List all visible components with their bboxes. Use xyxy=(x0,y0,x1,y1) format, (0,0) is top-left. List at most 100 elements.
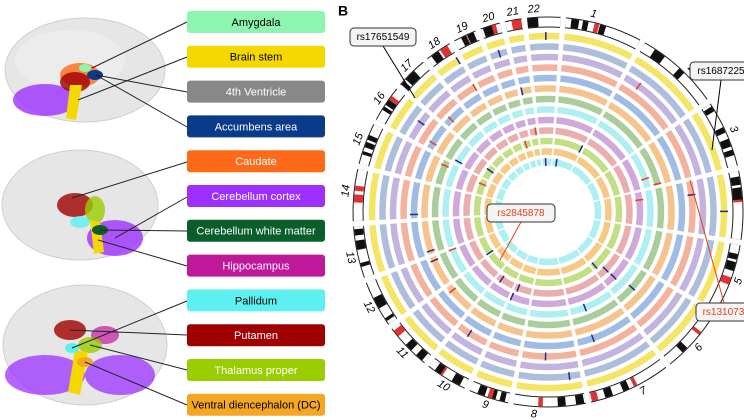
ideogram-band xyxy=(511,19,521,30)
track-ring xyxy=(435,159,450,185)
track-ring xyxy=(636,286,674,328)
track-ring xyxy=(488,341,520,357)
track-ring xyxy=(527,117,536,126)
track-ring xyxy=(610,264,638,295)
ideogram-band xyxy=(434,362,446,375)
track-ring xyxy=(507,133,519,144)
track-ring xyxy=(674,124,702,176)
track-ring xyxy=(499,163,512,175)
track-hit xyxy=(628,284,636,291)
track-ring xyxy=(576,156,601,180)
ideogram-band xyxy=(382,106,393,115)
track-ring xyxy=(400,179,411,219)
ideogram-band xyxy=(373,293,385,304)
track-ring xyxy=(410,181,421,219)
track-ring xyxy=(532,288,565,297)
track-ring xyxy=(384,136,404,172)
track-ring xyxy=(390,223,406,266)
ideogram-band xyxy=(570,18,580,29)
ideogram-band xyxy=(385,313,395,322)
track-ring xyxy=(571,165,592,186)
track-ring xyxy=(529,43,559,51)
track-ring xyxy=(451,332,484,356)
track-ring xyxy=(628,65,686,119)
track-ring xyxy=(581,147,609,173)
track-ring xyxy=(505,239,519,254)
track-ring xyxy=(477,74,496,89)
track-ring xyxy=(556,117,594,134)
track-ring xyxy=(404,315,439,351)
region-box xyxy=(187,45,325,68)
region-box xyxy=(187,289,325,312)
track-hit xyxy=(498,275,505,283)
region-label: Thalamus proper xyxy=(214,365,297,377)
track-ring xyxy=(445,138,463,161)
track-ring xyxy=(463,193,472,216)
ideogram-band xyxy=(589,391,599,402)
track-ring xyxy=(558,96,603,116)
track-ring xyxy=(486,183,497,198)
track-ring xyxy=(597,221,611,245)
ideogram-band xyxy=(703,106,715,116)
track-ring xyxy=(498,228,510,243)
brain-view-1 xyxy=(4,17,166,123)
ideogram-band xyxy=(597,24,607,35)
ideogram-band xyxy=(360,260,371,267)
track-ring xyxy=(436,131,455,156)
track-ring xyxy=(529,160,537,169)
region-box xyxy=(187,185,325,207)
track-hit xyxy=(497,49,502,58)
track-hit xyxy=(520,87,524,96)
track-ring xyxy=(688,239,715,297)
track-ring xyxy=(404,145,422,178)
track-hit xyxy=(509,292,515,301)
ideogram-band xyxy=(411,70,421,81)
track-ring xyxy=(487,94,504,107)
track-ring xyxy=(465,173,479,193)
track-ring xyxy=(399,105,423,136)
track-ring xyxy=(523,340,575,350)
track-ring xyxy=(473,158,488,175)
track-ring xyxy=(574,307,625,336)
track-ring xyxy=(501,178,512,190)
track-ring xyxy=(515,248,529,261)
track-hit xyxy=(466,329,473,338)
chromosome-label: 19 xyxy=(454,20,470,36)
track-ring xyxy=(651,232,673,276)
region-label: Putamen xyxy=(234,330,278,342)
track-ring xyxy=(445,164,460,188)
track-ring xyxy=(516,381,583,392)
ideogram-band xyxy=(581,20,589,31)
track-ring xyxy=(604,170,621,196)
track-ring xyxy=(400,222,416,262)
track-ring xyxy=(521,350,577,360)
track-ring xyxy=(476,298,502,318)
track-ring xyxy=(655,187,665,229)
track-hit xyxy=(582,303,588,312)
track-ring xyxy=(623,74,678,125)
track-ring xyxy=(496,68,514,80)
track-ring xyxy=(429,255,450,286)
ideogram-band xyxy=(469,32,477,43)
region-label: Accumbens area xyxy=(215,121,298,133)
track-hit xyxy=(478,182,487,187)
track-ring xyxy=(603,258,629,287)
region-box xyxy=(187,80,325,103)
track-ring xyxy=(696,178,707,235)
track-ring xyxy=(560,257,587,275)
track-ring xyxy=(517,76,531,85)
ideogram-band xyxy=(720,274,732,285)
track-ring xyxy=(530,53,559,62)
track-ring xyxy=(593,200,602,220)
track-ring xyxy=(452,114,472,134)
ideogram-band xyxy=(719,138,732,150)
track-ring xyxy=(534,278,563,287)
track-ring xyxy=(581,332,644,367)
ideogram-band xyxy=(499,391,507,402)
track-ring xyxy=(531,299,567,308)
track-ring xyxy=(624,194,633,225)
callout-box xyxy=(349,27,417,47)
track-ring xyxy=(607,102,652,143)
track-ring xyxy=(456,84,477,102)
track-hit xyxy=(448,287,457,294)
